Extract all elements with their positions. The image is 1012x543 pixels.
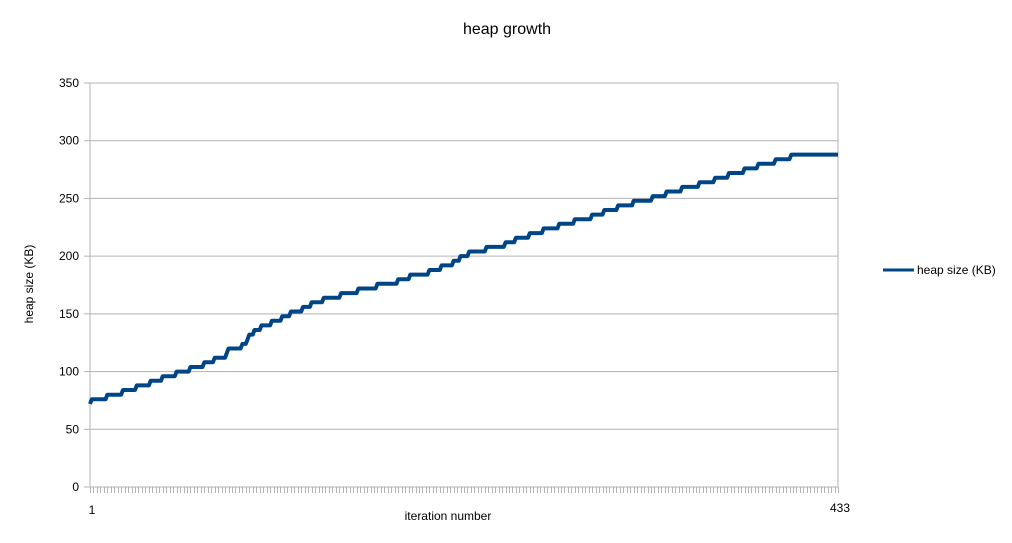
y-tick-label: 200 — [59, 249, 79, 263]
legend-label: heap size (KB) — [917, 263, 996, 277]
y-tick-label: 0 — [72, 480, 79, 494]
series-line-heap-size — [88, 152, 838, 405]
gridlines — [90, 82, 838, 488]
y-tick-label: 100 — [59, 365, 79, 379]
y-tick-label: 300 — [59, 134, 79, 148]
series-layer — [88, 152, 838, 405]
y-tick-label: 50 — [66, 422, 80, 436]
chart-title: heap growth — [463, 21, 551, 38]
legend: heap size (KB) — [883, 263, 996, 277]
y-tick-label: 250 — [59, 191, 79, 205]
y-tick-label: 150 — [59, 307, 79, 321]
y-tick-label: 350 — [59, 76, 79, 90]
x-tick-marks — [90, 487, 839, 493]
x-axis-title: iteration number — [405, 509, 492, 523]
axes: 0 50 100 150 200 250 300 350 1 433 — [59, 76, 850, 517]
y-axis-title: heap size (KB) — [22, 245, 36, 324]
x-tick-label: 1 — [89, 503, 96, 517]
x-tick-label: 433 — [830, 501, 850, 515]
